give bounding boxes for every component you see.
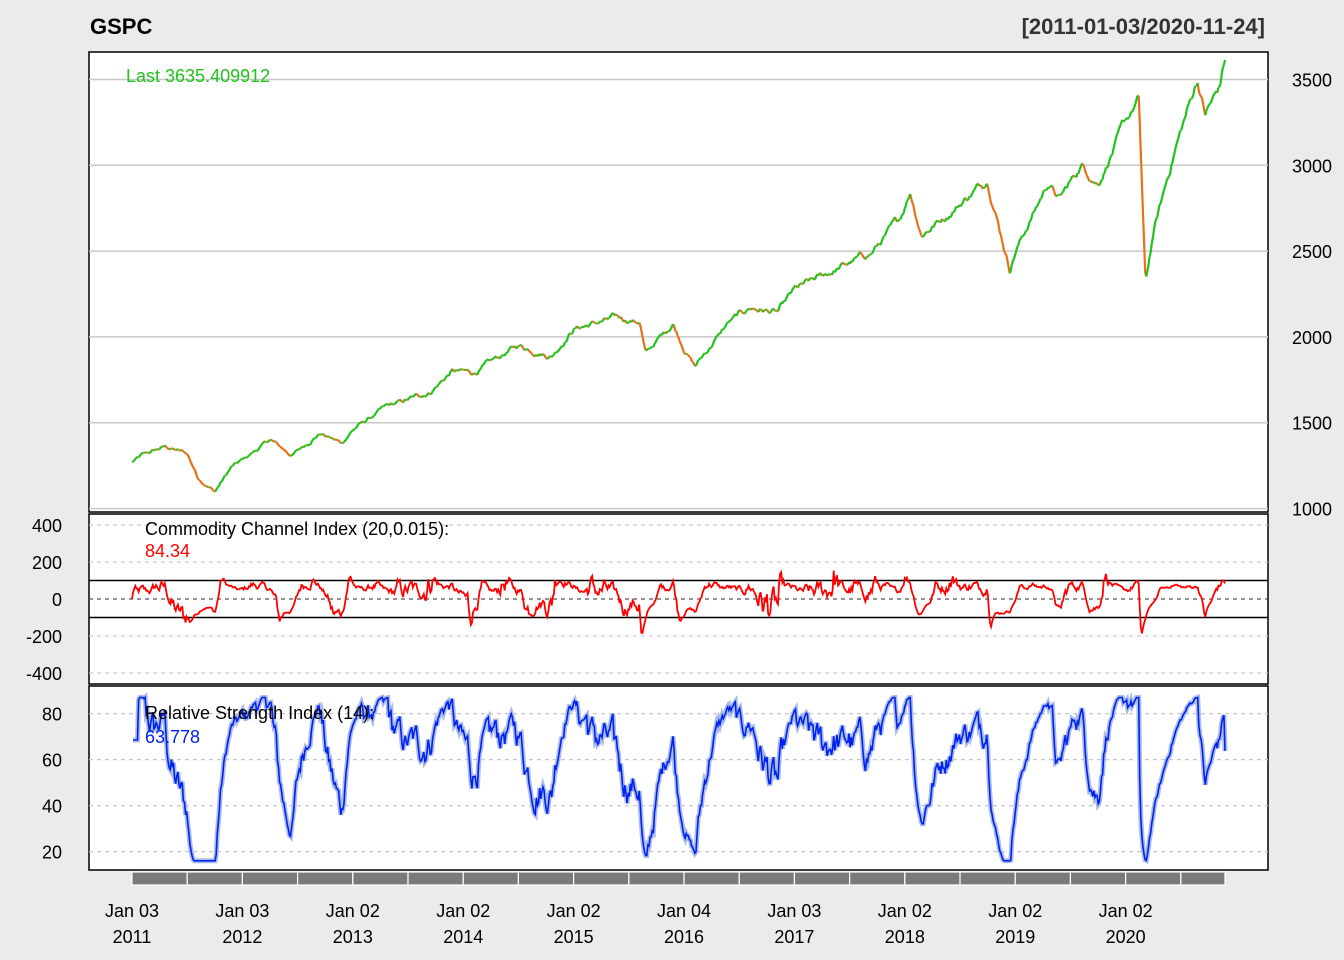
cci-ytick-label: 400	[32, 516, 62, 536]
rsi-ytick-label: 60	[42, 751, 62, 771]
x-axis-band-segment	[1069, 871, 1127, 886]
price-ytick-label: 3500	[1292, 70, 1332, 90]
x-axis-band-segment	[297, 871, 354, 886]
x-tick-year-label: 2019	[995, 927, 1035, 947]
x-axis-band-segment	[904, 871, 961, 886]
price-panel	[88, 51, 1269, 513]
x-axis-band-segment	[407, 871, 464, 886]
x-tick-day-label: Jan 02	[878, 901, 932, 921]
x-tick-year-label: 2020	[1106, 927, 1146, 947]
x-axis-band-segment	[241, 871, 299, 886]
cci-series-line	[131, 569, 1226, 635]
x-tick-day-label: Jan 02	[547, 901, 601, 921]
rsi-series-line	[133, 695, 1226, 862]
x-tick-year-label: 2014	[443, 927, 483, 947]
x-axis-band-segment	[628, 871, 685, 886]
x-tick-day-label: Jan 02	[1099, 901, 1153, 921]
rsi-ytick-label: 40	[42, 797, 62, 817]
price-series-up	[131, 59, 1227, 493]
x-axis-band-segment	[517, 871, 575, 886]
x-axis-band-segment	[793, 871, 851, 886]
x-axis-band-segment	[738, 871, 796, 886]
x-tick-year-label: 2018	[885, 927, 925, 947]
price-ytick-label: 1000	[1292, 500, 1332, 520]
x-tick-year-label: 2013	[333, 927, 373, 947]
price-ytick-label: 1500	[1292, 414, 1332, 434]
x-tick-day-label: Jan 03	[215, 901, 269, 921]
x-axis-band-segment	[186, 871, 244, 886]
x-tick-year-label: 2016	[664, 927, 704, 947]
x-axis-band-segment	[1125, 871, 1182, 886]
price-last-label: Last 3635.409912	[126, 66, 270, 86]
x-axis-band-segment	[131, 871, 188, 886]
x-axis-band-segment	[573, 871, 630, 886]
x-tick-day-label: Jan 02	[988, 901, 1042, 921]
x-axis-band-segment	[1014, 871, 1072, 886]
x-axis-band-segment	[1180, 871, 1226, 886]
cci-ytick-label: -200	[26, 627, 62, 647]
price-ytick-label: 2000	[1292, 328, 1332, 348]
x-tick-day-label: Jan 04	[657, 901, 711, 921]
x-tick-year-label: 2015	[554, 927, 594, 947]
x-tick-year-label: 2012	[222, 927, 262, 947]
chart-symbol: GSPC	[90, 14, 152, 39]
x-axis-band-segment	[683, 871, 740, 886]
x-axis-band-segment	[352, 871, 409, 886]
cci-ytick-label: 200	[32, 553, 62, 573]
cci-last-value: 84.34	[145, 541, 190, 561]
x-axis-band-segment	[849, 871, 906, 886]
rsi-ytick-label: 20	[42, 843, 62, 863]
x-tick-day-label: Jan 03	[105, 901, 159, 921]
price-ytick-label: 2500	[1292, 242, 1332, 262]
cci-panel	[88, 513, 1269, 685]
cci-title: Commodity Channel Index (20,0.015):	[145, 519, 449, 539]
x-tick-year-label: 2011	[113, 927, 152, 947]
rsi-title: Relative Strength Index (14):	[145, 703, 374, 723]
cci-ytick-label: 0	[52, 590, 62, 610]
x-axis-band-segment	[462, 871, 520, 886]
rsi-last-value: 63.778	[145, 727, 200, 747]
rsi-ytick-label: 80	[42, 705, 62, 725]
x-tick-day-label: Jan 03	[767, 901, 821, 921]
price-ytick-label: 3000	[1292, 156, 1332, 176]
x-tick-day-label: Jan 02	[326, 901, 380, 921]
x-tick-day-label: Jan 02	[436, 901, 490, 921]
chart-date-range: [2011-01-03/2020-11-24]	[1022, 14, 1265, 39]
cci-ytick-label: -400	[26, 664, 62, 684]
x-axis-band-segment	[959, 871, 1016, 886]
x-tick-year-label: 2017	[774, 927, 814, 947]
